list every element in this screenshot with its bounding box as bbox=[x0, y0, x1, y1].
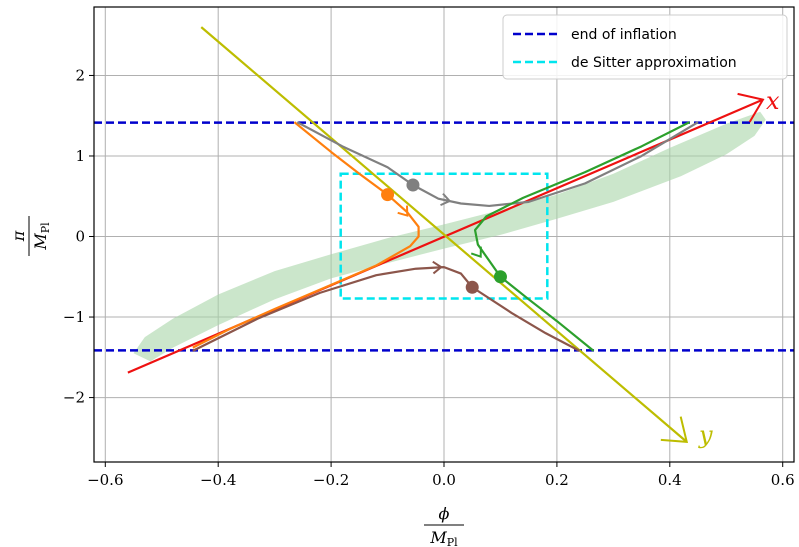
x-tick-label: −0.2 bbox=[313, 471, 349, 489]
annotation-x: x bbox=[766, 87, 780, 115]
y-axis-label: π MPl bbox=[9, 216, 52, 256]
svg-text:MPl: MPl bbox=[429, 528, 458, 547]
series-marker-2 bbox=[381, 188, 395, 202]
grid-lines bbox=[94, 7, 794, 462]
series-line-4 bbox=[473, 121, 691, 352]
y-tick-label: −1 bbox=[63, 308, 85, 326]
series-line-1 bbox=[200, 26, 688, 443]
svg-text:MPl: MPl bbox=[31, 222, 52, 251]
x-tick-label: −0.6 bbox=[87, 471, 123, 489]
legend-label-end-of-inflation: end of inflation bbox=[571, 27, 677, 43]
legend-label-de-sitter: de Sitter approximation bbox=[571, 55, 737, 71]
x-axis-label: ϕ MPl bbox=[424, 504, 464, 547]
x-tick-label: 0.0 bbox=[432, 471, 456, 489]
x-tick-label: 0.4 bbox=[658, 471, 682, 489]
x-tick-label: −0.4 bbox=[200, 471, 236, 489]
y-tick-label: 2 bbox=[75, 66, 85, 84]
series-direction-arrow-4 bbox=[470, 246, 482, 259]
svg-text:ϕ: ϕ bbox=[439, 504, 450, 523]
x-tick-label: 0.6 bbox=[771, 471, 795, 489]
series-marker-5 bbox=[465, 280, 479, 294]
legend: end of inflation de Sitter approximation bbox=[502, 14, 788, 80]
series-direction-arrow-5 bbox=[432, 260, 443, 275]
end-of-inflation-lines bbox=[94, 121, 794, 352]
annotation-y: y bbox=[698, 421, 713, 449]
series-line-5 bbox=[192, 266, 580, 352]
x-tick-label: 0.2 bbox=[545, 471, 569, 489]
green-region bbox=[133, 111, 766, 362]
series-direction-arrow-3 bbox=[440, 192, 452, 207]
axis-ticks: −0.6 −0.4 −0.2 0.0 0.2 0.4 0.6 −2 −1 0 1 2 bbox=[63, 66, 795, 489]
y-tick-label: 0 bbox=[75, 228, 85, 246]
y-tick-label: 1 bbox=[75, 147, 85, 165]
trajectory-series bbox=[127, 26, 765, 443]
de-sitter-box bbox=[339, 172, 549, 300]
svg-text:π: π bbox=[9, 230, 28, 242]
series-arrowhead-1 bbox=[660, 416, 689, 443]
series-line-2 bbox=[192, 121, 420, 349]
series-direction-arrow-2 bbox=[397, 205, 409, 217]
series-arrowhead-0 bbox=[737, 92, 765, 123]
series-marker-3 bbox=[406, 178, 420, 192]
series-line-3 bbox=[296, 121, 699, 208]
series-marker-4 bbox=[493, 270, 507, 284]
y-tick-label: −2 bbox=[63, 389, 85, 407]
